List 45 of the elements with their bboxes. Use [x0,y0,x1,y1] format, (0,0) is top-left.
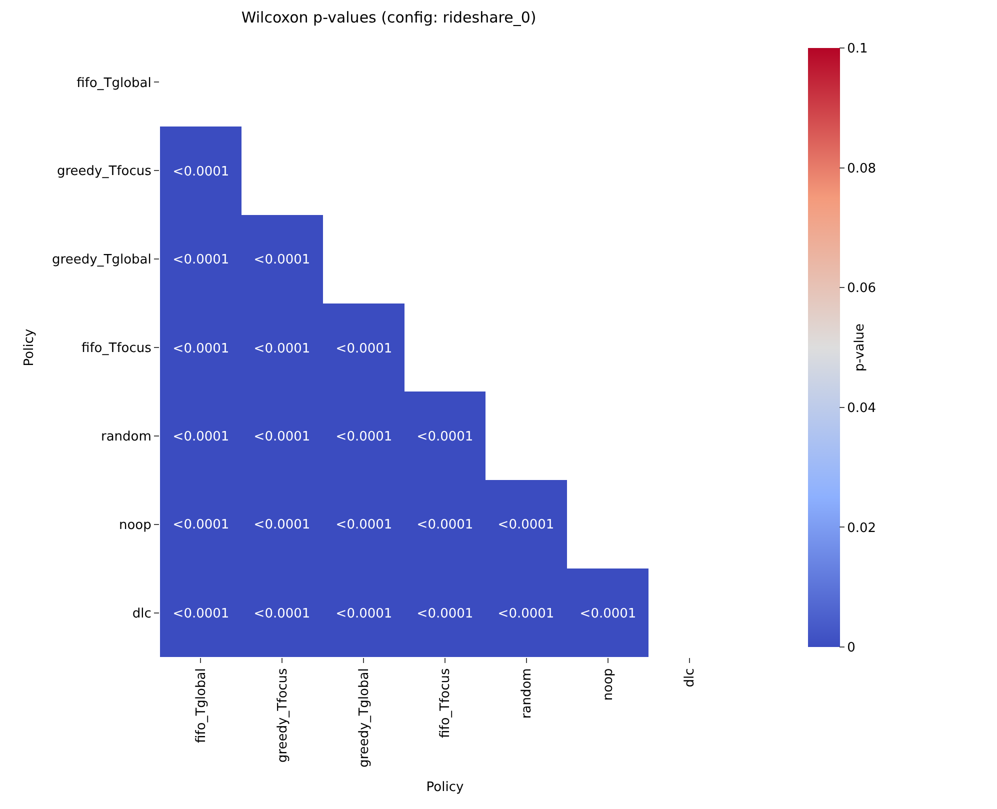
color-bar-label: 0 [847,640,856,656]
color-bar-label: 0.06 [847,281,876,296]
x-axis-title: Policy [426,780,464,796]
x-tick-label: fifo_Tfocus [438,668,454,738]
x-tick-label: fifo_Tglobal [194,668,209,744]
color-bar-label: 0.1 [847,42,868,57]
color-bar-title: p-value [852,323,868,372]
y-tick-label: fifo_Tglobal [76,76,152,91]
x-tick-label: random [520,668,535,719]
color-bar-label: 0.08 [847,161,876,176]
color-bar-label: 0.04 [847,400,876,416]
x-tick-label: noop [601,668,616,701]
data-label: <0.0001 [172,164,230,180]
x-tick-label: greedy_Tglobal [356,668,372,768]
data-label: <0.0001 [172,342,230,357]
data-label: <0.0001 [336,342,392,357]
chart-title: Wilcoxon p-values (config: rideshare_0) [241,8,536,27]
x-tick-label: dlc [682,668,698,688]
y-tick-label: fifo_Tfocus [82,341,152,356]
data-label: <0.0001 [580,606,636,622]
data-label: <0.0001 [172,252,230,268]
data-label: <0.0001 [254,342,310,357]
data-label: <0.0001 [416,606,474,622]
data-label: <0.0001 [172,430,230,445]
y-tick-label: dlc [132,606,152,622]
data-label: <0.0001 [254,518,310,533]
data-label: <0.0001 [498,606,554,622]
data-label: <0.0001 [336,606,392,622]
data-label: <0.0001 [254,252,310,268]
x-tick-label: greedy_Tfocus [275,668,290,763]
data-label: <0.0001 [172,606,230,622]
data-label: <0.0001 [416,430,474,445]
data-label: <0.0001 [416,518,474,533]
y-tick-label: noop [118,518,152,533]
data-label: <0.0001 [254,430,310,445]
data-label: <0.0001 [336,518,392,533]
color-bar-label: 0.02 [847,520,876,536]
data-label: <0.0001 [336,430,392,445]
y-tick-label: greedy_Tfocus [57,164,152,180]
data-label: <0.0001 [254,606,310,622]
y-axis-title: Policy [22,328,38,366]
y-tick-label: random [100,429,152,444]
y-tick-label: greedy_Tglobal [52,252,152,268]
data-label: <0.0001 [498,518,554,533]
data-label: <0.0001 [172,518,230,533]
